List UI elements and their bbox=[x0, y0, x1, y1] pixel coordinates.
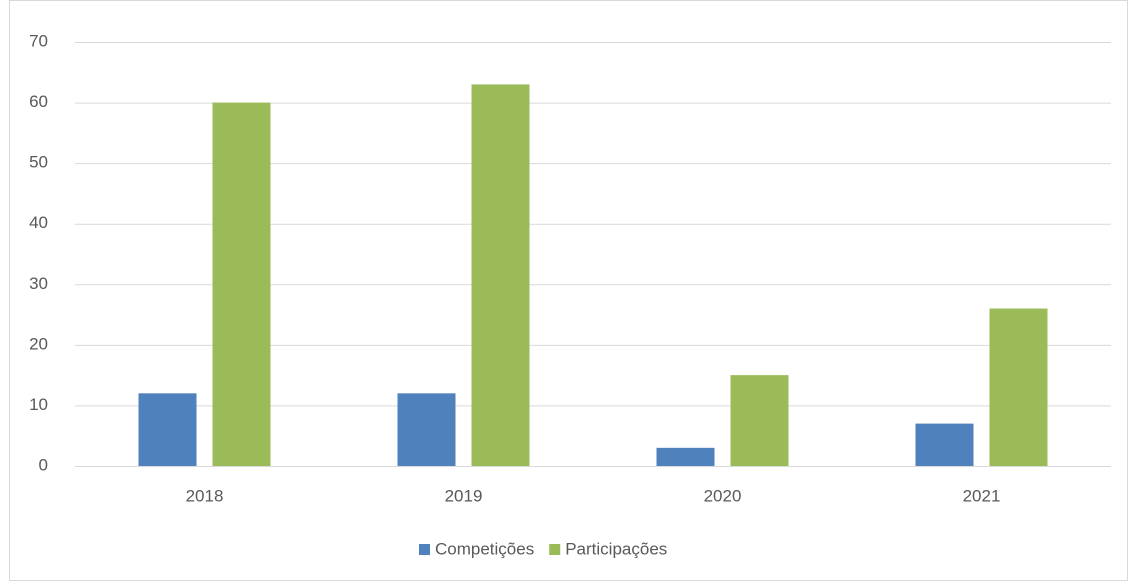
legend-swatch bbox=[549, 544, 561, 555]
bar bbox=[730, 375, 789, 466]
y-tick-label: 0 bbox=[39, 455, 48, 474]
x-tick-label: 2018 bbox=[186, 486, 224, 505]
y-tick-label: 40 bbox=[29, 213, 48, 232]
bar bbox=[915, 423, 974, 466]
legend-label: Competições bbox=[435, 539, 534, 558]
legend-label: Participações bbox=[565, 539, 667, 558]
x-tick-label: 2021 bbox=[963, 486, 1001, 505]
chart-frame bbox=[9, 0, 1128, 581]
x-tick-label: 2019 bbox=[445, 486, 483, 505]
bar bbox=[656, 447, 715, 466]
x-tick-label: 2020 bbox=[704, 486, 742, 505]
bar bbox=[989, 308, 1048, 466]
y-tick-label: 30 bbox=[29, 274, 48, 293]
bar bbox=[212, 102, 271, 467]
legend-swatch bbox=[419, 544, 430, 555]
y-tick-label: 20 bbox=[29, 334, 48, 353]
y-tick-label: 60 bbox=[29, 92, 48, 111]
bar bbox=[471, 84, 530, 467]
y-tick-label: 70 bbox=[29, 31, 48, 50]
y-tick-label: 10 bbox=[29, 395, 48, 414]
y-tick-label: 50 bbox=[29, 153, 48, 172]
bar bbox=[138, 393, 197, 466]
bar bbox=[397, 393, 456, 466]
